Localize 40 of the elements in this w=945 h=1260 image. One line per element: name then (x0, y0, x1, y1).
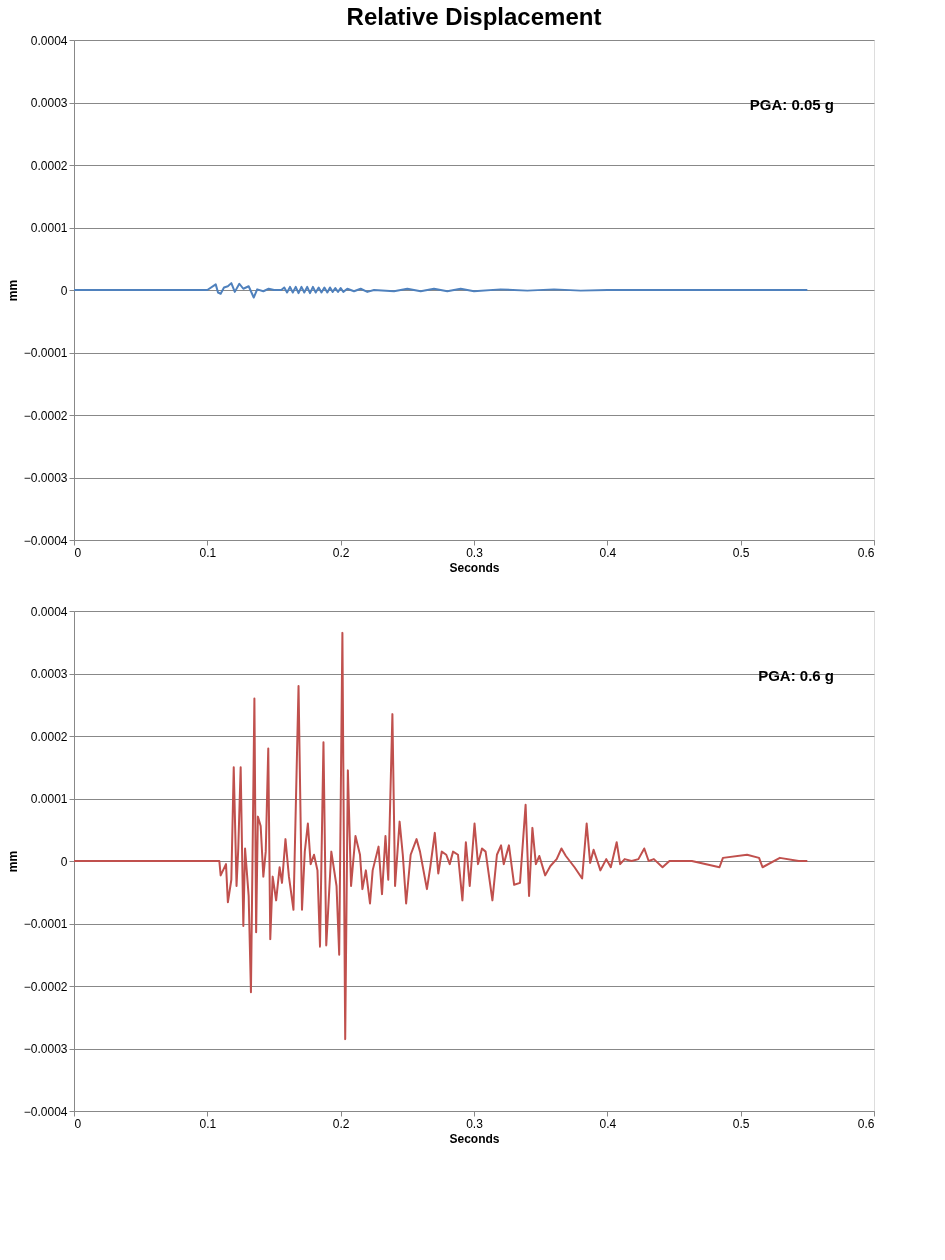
y-tick-label: 0.0004 (30, 604, 68, 619)
x-tick-label: 0 (74, 1116, 82, 1131)
y-tick-label: −0.0002 (23, 408, 68, 423)
x-tick-label: 0.6 (857, 1116, 875, 1131)
y-tick-label: −0.0003 (23, 1042, 68, 1056)
y-tick-label: −0.0004 (23, 533, 68, 548)
line-series (73, 282, 809, 299)
y-tick-label: 0.0001 (30, 221, 68, 235)
x-axis-title: Seconds (449, 1131, 500, 1146)
x-tick-label: 0.4 (599, 1116, 617, 1131)
annotation: PGA: 0.6 g (758, 667, 834, 684)
y-tick-label: 0.0004 (30, 33, 68, 48)
y-tick-label: 0.0002 (30, 158, 68, 173)
y-axis-title: mm (5, 850, 20, 873)
y-tick-label: −0.0001 (23, 917, 68, 931)
y-tick-label: 0.0002 (30, 729, 68, 744)
y-tick-label: 0.0001 (30, 792, 68, 806)
x-tick-label: 0 (74, 545, 82, 560)
x-tick-label: 0.5 (732, 1116, 750, 1131)
x-tick-label: 0.6 (857, 545, 875, 560)
annotation: PGA: 0.05 g (749, 96, 834, 113)
y-axis-title: mm (5, 279, 20, 302)
y-tick-label: 0.0003 (30, 96, 68, 110)
y-tick-label: 0 (60, 854, 68, 869)
y-tick-label: 0.0003 (30, 667, 68, 681)
chart-title: Relative Displacement (346, 3, 602, 30)
x-tick-label: 0.5 (732, 545, 750, 560)
y-tick-label: 0 (60, 283, 68, 298)
y-tick-label: −0.0003 (23, 471, 68, 485)
x-axis-title: Seconds (449, 560, 500, 575)
x-tick-label: 0.3 (466, 1116, 484, 1131)
x-tick-label: 0.1 (199, 545, 217, 560)
x-tick-label: 0.2 (332, 545, 350, 560)
x-tick-label: 0.4 (599, 545, 617, 560)
x-tick-label: 0.2 (332, 1116, 350, 1131)
y-tick-label: −0.0002 (23, 979, 68, 994)
x-tick-label: 0.3 (466, 545, 484, 560)
y-tick-label: −0.0004 (23, 1104, 68, 1119)
x-tick-label: 0.1 (199, 1116, 217, 1131)
y-tick-label: −0.0001 (23, 346, 68, 360)
